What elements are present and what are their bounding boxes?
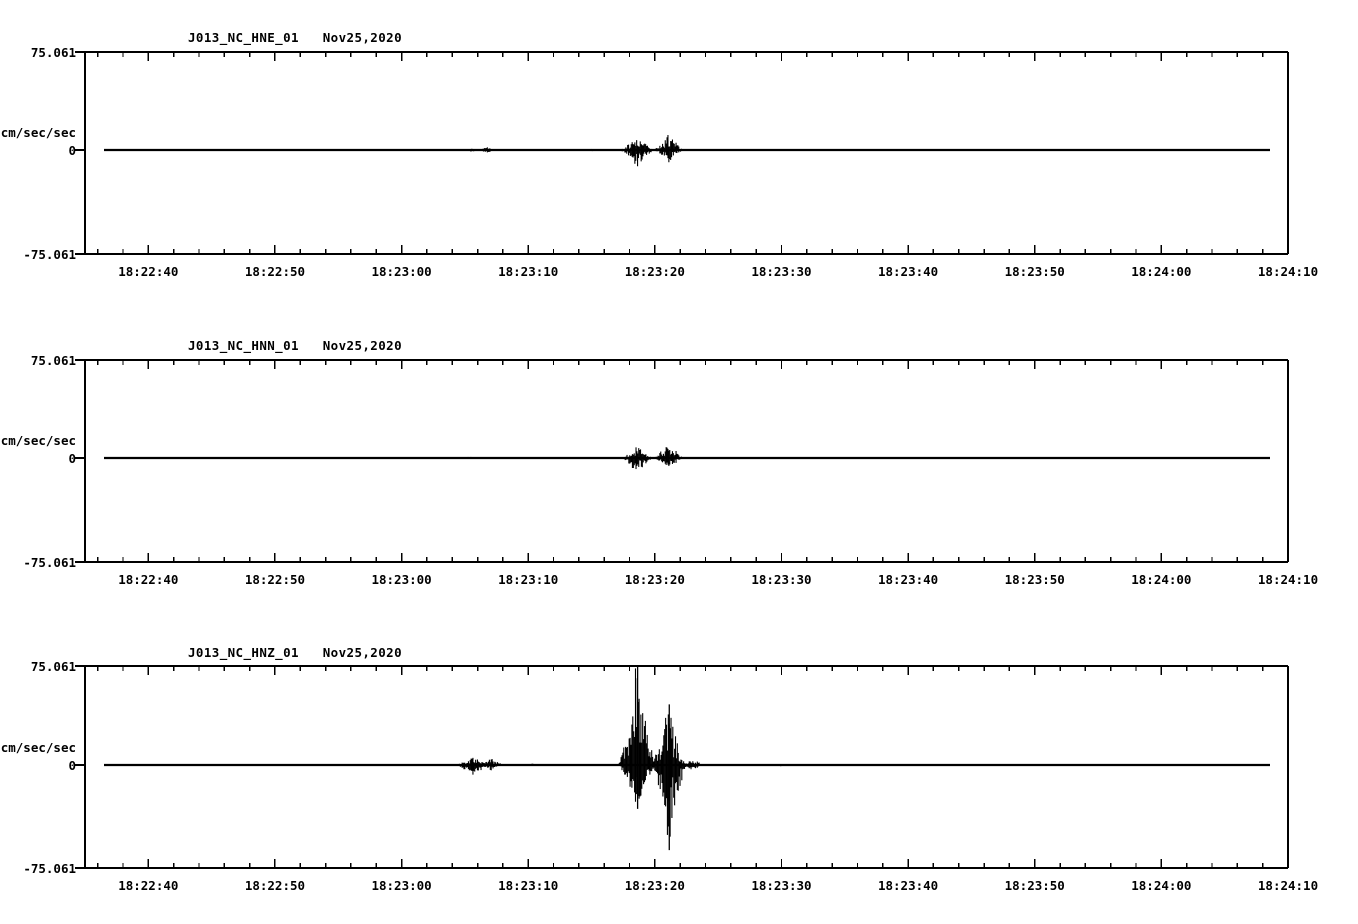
- x-tick-label: 18:23:10: [498, 572, 559, 587]
- x-tick-label: 18:23:40: [877, 572, 939, 587]
- x-tick-label: 18:23:10: [498, 264, 559, 279]
- axis-ticks: [96, 360, 1289, 562]
- x-tick-label: 18:22:40: [118, 572, 179, 587]
- x-tick-label: 18:23:00: [371, 878, 432, 893]
- y-axis-unit-label-hnn: cm/sec/sec: [0, 433, 76, 448]
- x-tick-label: 18:23:00: [371, 264, 432, 279]
- axis-ticks: [96, 52, 1289, 254]
- waveform-trace-hnn: [104, 447, 1270, 470]
- x-tick-label: 18:24:00: [1131, 878, 1192, 893]
- axis-frame: [75, 359, 1289, 563]
- axis-ticks: [96, 666, 1289, 868]
- x-tick-label: 18:23:40: [877, 878, 939, 893]
- x-tick-label: 18:24:10: [1257, 878, 1319, 893]
- panel-title-hnn: J013_NC_HNN_01 Nov25,2020: [188, 338, 402, 353]
- x-tick-label: 18:23:50: [1004, 572, 1065, 587]
- axis-frame: [75, 51, 1289, 255]
- x-tick-label: 18:23:00: [371, 572, 432, 587]
- axis-frame: [75, 665, 1289, 869]
- x-tick-label: 18:23:20: [624, 572, 685, 587]
- waveform-trace-hne: [104, 135, 1270, 167]
- x-tick-label: 18:22:50: [244, 264, 306, 279]
- y-tick-label: 0: [68, 143, 76, 158]
- x-tick-label: 18:23:20: [624, 878, 685, 893]
- panel-title-hnz: J013_NC_HNZ_01 Nov25,2020: [188, 645, 402, 660]
- x-tick-label: 18:22:50: [244, 572, 306, 587]
- x-tick-label: 18:23:40: [877, 264, 939, 279]
- y-tick-label: 0: [68, 451, 76, 466]
- waveform-trace-hnz: [104, 666, 1270, 851]
- y-tick-label: 75.061: [30, 45, 76, 60]
- x-tick-label: 18:23:30: [751, 878, 812, 893]
- y-axis-unit-label-hnz: cm/sec/sec: [0, 740, 76, 755]
- x-tick-label: 18:22:40: [118, 878, 179, 893]
- y-tick-label: 75.061: [30, 353, 76, 368]
- x-tick-label: 18:24:10: [1257, 572, 1319, 587]
- x-tick-label: 18:24:00: [1131, 264, 1192, 279]
- y-tick-label: -75.061: [23, 555, 76, 570]
- y-tick-label: -75.061: [23, 247, 76, 262]
- x-tick-label: 18:23:30: [751, 572, 812, 587]
- x-tick-label: 18:23:20: [624, 264, 685, 279]
- y-axis-unit-label-hne: cm/sec/sec: [0, 125, 76, 140]
- x-tick-label: 18:23:30: [751, 264, 812, 279]
- x-tick-label: 18:23:50: [1004, 878, 1065, 893]
- x-tick-label: 18:22:50: [244, 878, 306, 893]
- y-tick-label: 0: [68, 758, 76, 773]
- panel-title-hne: J013_NC_HNE_01 Nov25,2020: [188, 30, 402, 45]
- y-tick-label: -75.061: [23, 861, 76, 876]
- x-tick-label: 18:23:50: [1004, 264, 1065, 279]
- x-tick-label: 18:22:40: [118, 264, 179, 279]
- x-tick-label: 18:24:10: [1257, 264, 1319, 279]
- x-tick-label: 18:23:10: [498, 878, 559, 893]
- y-tick-label: 75.061: [30, 659, 76, 674]
- x-tick-label: 18:24:00: [1131, 572, 1192, 587]
